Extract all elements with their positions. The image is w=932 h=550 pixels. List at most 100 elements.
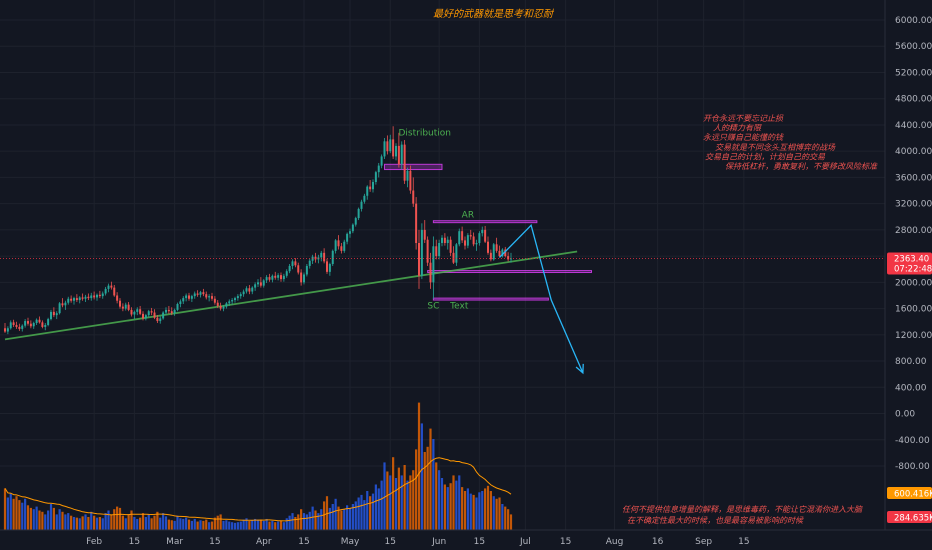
candle-body (507, 256, 510, 260)
volume-bar (21, 502, 24, 530)
candle-body (254, 284, 257, 288)
candle-body (193, 293, 196, 297)
candle-body (165, 309, 167, 313)
candle (277, 273, 280, 281)
candle-body (38, 319, 41, 323)
volume-bar (164, 516, 168, 530)
candle (133, 310, 136, 320)
candle-body (262, 280, 265, 286)
candle (228, 299, 231, 306)
candle-body (314, 256, 317, 260)
candle-body (107, 285, 110, 289)
candle-body (127, 304, 130, 310)
candle (136, 307, 139, 316)
candle-body (47, 319, 50, 325)
candle-body (179, 301, 182, 304)
candle (32, 321, 35, 329)
trendline (4, 250, 578, 341)
candle-body (328, 263, 331, 272)
time-axis[interactable]: Feb 15 Mar 15 Apr 15 May 15 Jun 15 Jul 15 Aug 16 Sep 15 (0, 529, 932, 547)
volume-bar (159, 517, 162, 530)
volume-bar (196, 521, 199, 530)
candle-body (403, 144, 406, 181)
candle-body (196, 293, 199, 295)
candle-body (67, 298, 70, 303)
candle (6, 326, 9, 335)
volume-bar (438, 470, 441, 530)
candle (363, 193, 366, 204)
candle-body (501, 249, 504, 257)
price-tick-label: 1200.00 (895, 331, 932, 341)
volume-bar (245, 518, 248, 530)
candlesticks (4, 126, 512, 335)
volume-bar (242, 519, 245, 530)
candle-body (265, 277, 268, 281)
price-tick-label: 3200.00 (895, 200, 932, 210)
candle-body (75, 298, 78, 301)
volume-bars (3, 402, 513, 530)
candle-body (441, 237, 443, 243)
candle-body (104, 288, 107, 294)
candle-body (245, 288, 248, 292)
volume-bar (423, 452, 426, 530)
volume-bar (340, 510, 343, 530)
candle-body (274, 275, 277, 278)
price-axis[interactable]: 6000.00 5600.00 5200.00 4800.00 4400.00 4000.… (884, 0, 932, 550)
volume-bar (52, 507, 55, 530)
candle (331, 249, 334, 266)
candle (188, 292, 190, 301)
note-line: 交易就是不同念头互相博弈的战场 (715, 143, 836, 152)
volume-bar (139, 517, 142, 530)
candle (29, 320, 32, 329)
volume-bar (346, 505, 349, 530)
volume-bar (107, 510, 110, 530)
volume-bar (41, 511, 44, 530)
candle (366, 185, 369, 200)
candle (41, 320, 44, 329)
candle-body (297, 265, 300, 273)
candle (190, 294, 193, 303)
volume-badge (887, 511, 932, 523)
candle (426, 236, 429, 266)
price-tick-label: 800.00 (895, 357, 927, 367)
candle (484, 225, 487, 243)
candle-body (41, 322, 44, 327)
candle-body (133, 311, 136, 315)
candle-body (369, 186, 372, 190)
candle-body (461, 231, 464, 241)
candle-body (156, 317, 159, 322)
candle (81, 293, 84, 301)
volume-bar (222, 520, 225, 530)
candle (21, 324, 24, 332)
zone-rect (432, 220, 538, 224)
candle (303, 272, 305, 285)
volume-bar (495, 498, 498, 530)
candle-body (438, 243, 441, 257)
volume-bar (182, 518, 185, 530)
time-tick-label: Jul (519, 537, 531, 547)
candle-body (455, 244, 458, 263)
time-tick-label: 15 (129, 537, 140, 547)
candle (478, 231, 481, 246)
volume-bar (29, 507, 32, 530)
time-tick-label: 15 (560, 537, 571, 547)
candle-body (418, 243, 420, 276)
candle (147, 309, 150, 318)
volume-bar (70, 515, 73, 530)
volume-bar (317, 513, 320, 530)
volume-bar (446, 487, 449, 530)
candle (446, 236, 449, 250)
candle-body (4, 328, 6, 332)
candle (351, 223, 354, 234)
candle (70, 295, 73, 303)
volume-bar (420, 423, 423, 530)
candle (492, 243, 495, 261)
candle (18, 323, 21, 331)
candle-body (489, 252, 492, 260)
candle-body (349, 231, 351, 234)
volume-bar (363, 500, 366, 530)
candle-body (452, 252, 455, 263)
